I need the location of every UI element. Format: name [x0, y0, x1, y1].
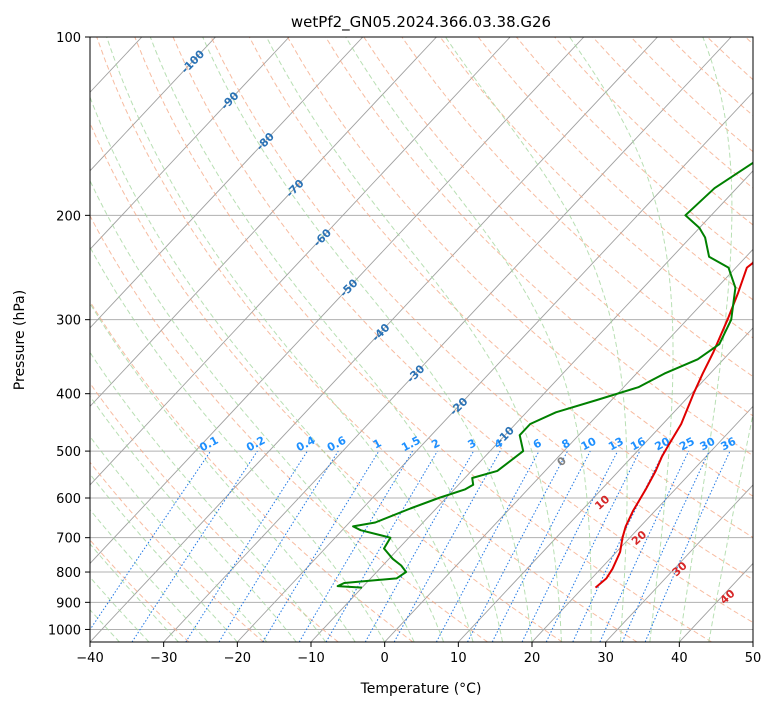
isotherm-line — [605, 484, 753, 642]
dry-adiabat-line — [90, 539, 190, 642]
y-tick-label: 400 — [56, 388, 81, 403]
dry-adiabat-line — [439, 37, 753, 339]
dry-adiabat-line — [96, 37, 638, 642]
mixing-ratio-line — [435, 450, 540, 642]
moist-adiabat-line — [90, 179, 415, 642]
x-tick-label: 40 — [671, 651, 688, 666]
mixing-ratio-line — [644, 450, 731, 642]
moist-adiabat-line — [90, 508, 209, 642]
isotherm-line — [531, 405, 753, 642]
moist-adiabat-line — [90, 95, 445, 642]
mixing-ratio-line — [131, 450, 258, 642]
background-lines — [90, 37, 753, 642]
moist-adiabat-line — [90, 473, 238, 642]
moist-adiabat-line — [90, 302, 356, 642]
mixing-ratio-line — [621, 450, 710, 642]
mixing-ratio-label: 30 — [698, 435, 718, 454]
mixing-ratio-line — [393, 450, 501, 642]
dry-adiabat-line — [90, 121, 563, 642]
y-tick-label: 300 — [56, 314, 81, 329]
moist-adiabat-line — [90, 351, 327, 642]
y-tick-label: 100 — [56, 31, 81, 46]
isotherm-line — [458, 327, 753, 642]
x-tick-label: −10 — [297, 651, 324, 666]
moist-adiabat-line — [708, 411, 753, 642]
moist-adiabat-line — [345, 37, 592, 642]
chart-title: wetPf2_GN05.2024.366.03.38.G26 — [291, 13, 551, 32]
isotherm-line — [90, 37, 585, 565]
dry-adiabat-line — [90, 214, 488, 642]
x-tick-label: 50 — [745, 651, 762, 666]
x-axis-label: Temperature (°C) — [360, 681, 482, 697]
isotherm-line — [90, 37, 658, 642]
mixing-ratio-line — [599, 450, 690, 642]
dry-adiabat-line — [325, 37, 753, 457]
x-tick-label: 30 — [597, 651, 614, 666]
isotherm-line — [90, 37, 290, 250]
moist-adiabat-line — [90, 435, 268, 642]
isotherm-line — [90, 37, 437, 408]
dry-adiabat-line — [248, 37, 753, 539]
y-tick-label: 600 — [56, 492, 81, 507]
mixing-ratio-line — [262, 450, 380, 642]
isotherm-line — [90, 37, 364, 329]
moist-adiabat-line — [569, 37, 674, 642]
y-tick-label: 800 — [56, 566, 81, 581]
moist-adiabat-line — [90, 576, 150, 642]
dry-adiabat-line — [287, 37, 753, 497]
dry-adiabat-line — [90, 300, 414, 642]
mixing-ratio-label: 13 — [606, 435, 626, 454]
dewpoint-profile-line — [336, 161, 753, 589]
x-tick-label: 20 — [524, 651, 541, 666]
y-tick-label: 900 — [56, 596, 81, 611]
mixing-ratio-line — [218, 450, 339, 642]
isotherm-line — [90, 37, 216, 172]
isotherm-line — [237, 91, 753, 642]
x-tick-label: −40 — [76, 651, 103, 666]
isotherm-line — [384, 248, 753, 642]
moist-adiabat-line — [445, 37, 628, 642]
dry-adiabat-line — [401, 37, 753, 378]
dry-adiabat-line — [90, 461, 264, 642]
isotherm-line — [163, 37, 732, 642]
y-tick-label: 1000 — [48, 623, 81, 638]
moist-adiabat-line — [202, 37, 533, 642]
mixing-ratio-line — [521, 450, 619, 642]
x-axis: −40 −30 −20 −10 0 10 20 30 40 50 — [76, 642, 761, 666]
mixing-ratio-line — [491, 450, 591, 642]
moist-adiabat-line — [678, 37, 733, 642]
plot-frame — [89, 36, 754, 643]
x-tick-label: 0 — [381, 651, 389, 666]
isotherm-line — [90, 37, 511, 486]
mixing-ratio-label: 25 — [677, 435, 697, 454]
x-tick-label: −20 — [224, 651, 251, 666]
mixing-ratio-line — [185, 450, 308, 642]
mixing-ratio-line — [90, 450, 212, 631]
mixing-ratio-label: 10 — [579, 435, 599, 454]
moist-adiabat-line — [90, 246, 386, 642]
mixing-ratio-label: 36 — [719, 435, 739, 454]
y-tick-label: 500 — [56, 445, 81, 460]
mixing-ratio-line — [572, 450, 665, 642]
y-tick-label: 200 — [56, 209, 81, 224]
x-tick-label: −30 — [150, 651, 177, 666]
x-tick-label: 10 — [450, 651, 467, 666]
mixing-ratio-line — [467, 450, 569, 642]
dry-adiabat-line — [134, 37, 712, 642]
y-axis-label: Pressure (hPa) — [12, 290, 28, 390]
moist-adiabat-line — [90, 543, 179, 642]
dry-adiabat-line — [172, 37, 753, 624]
moist-adiabat-line — [106, 37, 474, 642]
y-tick-label: 700 — [56, 532, 81, 547]
profile-lines — [336, 161, 753, 589]
moist-adiabat-line — [266, 37, 562, 642]
dry-adiabat-line — [90, 382, 339, 642]
dry-adiabat-line — [210, 37, 753, 581]
moist-adiabat-line — [149, 37, 503, 642]
mixing-ratio-label: 16 — [628, 435, 648, 454]
y-axis: 100 200 300 400 500 600 700 800 900 1000 — [48, 31, 90, 638]
temperature-profile-line — [594, 261, 753, 589]
